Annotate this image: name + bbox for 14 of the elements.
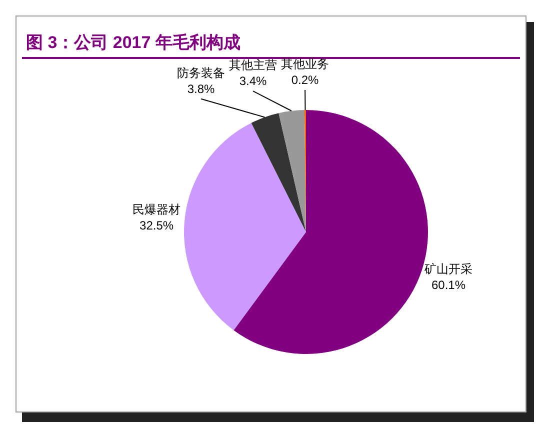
data-label: 32.5% xyxy=(140,218,174,232)
chart-title: 图 3：公司 2017 年毛利构成 xyxy=(26,33,240,52)
data-label: 3.4% xyxy=(239,74,268,88)
slice-label: 其他主营 xyxy=(229,58,278,72)
pie-slice xyxy=(251,113,306,232)
data-label: 60.1% xyxy=(431,278,466,292)
slice-label: 其他业务 xyxy=(281,57,330,72)
pie-slice xyxy=(278,110,306,232)
data-label: 0.2% xyxy=(291,73,320,88)
slice-label: 民爆器材 xyxy=(132,202,181,216)
slice-label: 防务装备 xyxy=(177,66,226,80)
data-label: 3.8% xyxy=(187,82,216,96)
slice-label: 矿山开采 xyxy=(424,262,473,276)
pie-slice xyxy=(184,122,306,330)
